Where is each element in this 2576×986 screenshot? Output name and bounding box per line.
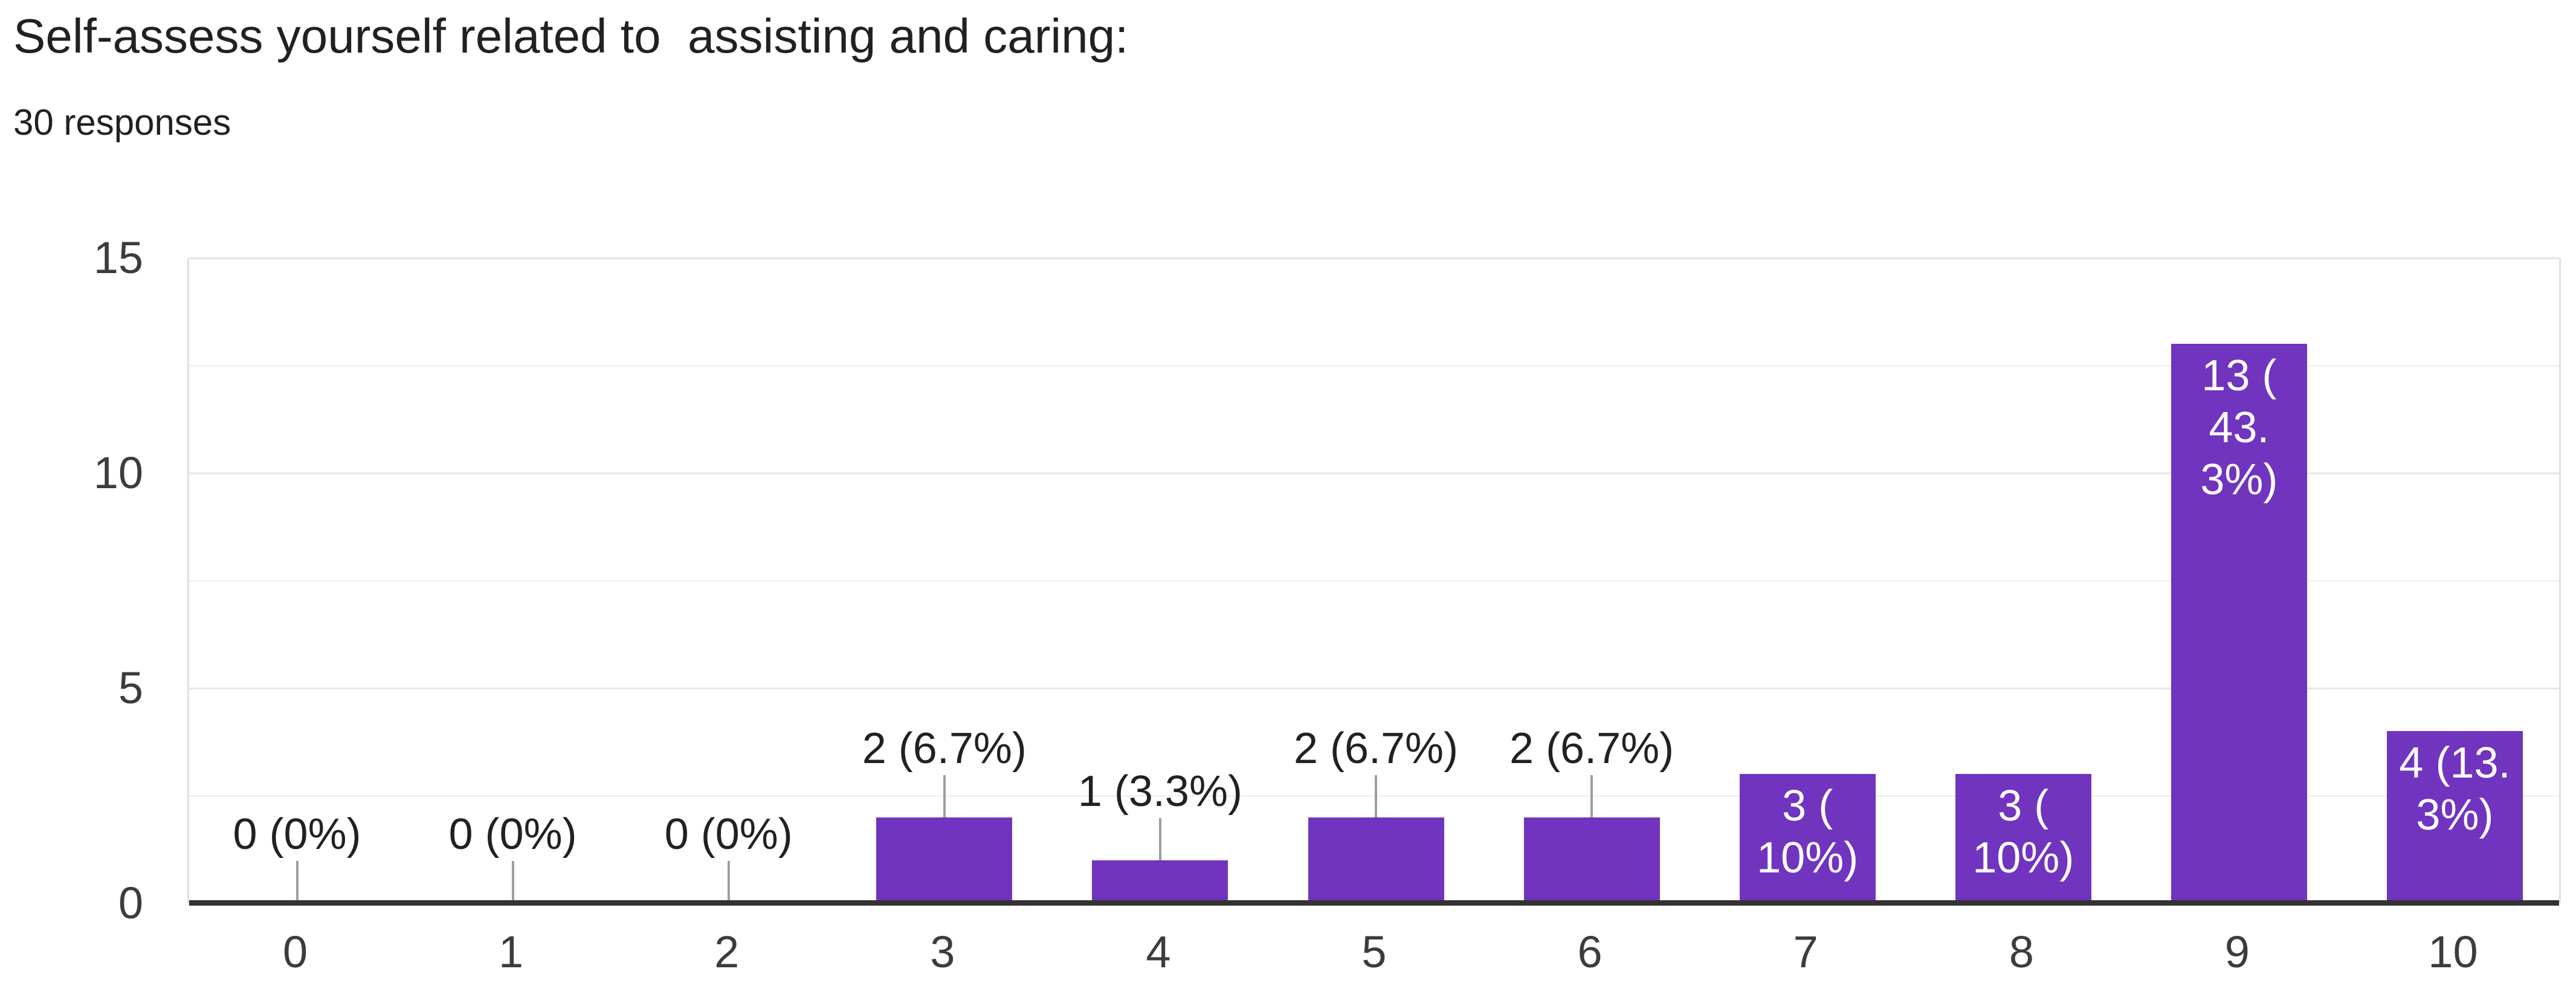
x-tick-label-9: 9 [2224, 927, 2250, 977]
bar-4[interactable] [1092, 860, 1228, 903]
bar-value-label: 13 (43. 3%) [2200, 352, 2278, 504]
y-tick-label-15: 15 [93, 233, 143, 283]
bar-value-label: 3 (10%) [1972, 782, 2074, 883]
bar-3[interactable] [876, 817, 1013, 903]
bar-value-label: 0 (0%) [448, 810, 577, 859]
x-tick-label-0: 0 [282, 927, 308, 977]
x-axis-baseline [189, 900, 2559, 906]
minor-gridline [189, 579, 2559, 582]
major-gridline [189, 257, 2559, 259]
annotation-stem [295, 861, 299, 903]
x-tick-label-2: 2 [714, 927, 740, 977]
response-count: 30 responses [13, 102, 231, 143]
annotation-stem [1590, 775, 1593, 817]
plot-area: 0 (0%) 0 (0%) 0 (0%) 2 (6.7%) 1 (3.3%) 2 (6.7… [187, 257, 2561, 906]
x-tick-label-10: 10 [2428, 927, 2478, 977]
bar-value-label: 3 (10%) [1757, 782, 1859, 883]
annotation-stem [511, 861, 514, 903]
bar-6[interactable] [1523, 817, 1660, 903]
bar-7[interactable] [1739, 774, 1876, 903]
chart-title: Self-assess yourself related to assistin… [13, 9, 1129, 63]
bar-9[interactable] [2171, 344, 2307, 903]
x-tick-label-7: 7 [1793, 927, 1818, 977]
bar-value-label: 4 (13. 3%) [2399, 739, 2511, 840]
annotation-stem [1375, 775, 1377, 817]
y-tick-label-10: 10 [93, 448, 143, 498]
bar-8[interactable] [1955, 774, 2091, 903]
bar-value-label: 0 (0%) [664, 810, 793, 859]
minor-gridline [189, 794, 2559, 797]
annotation-stem [943, 775, 946, 817]
annotation-stem [1158, 817, 1161, 860]
major-gridline [189, 687, 2559, 689]
bar-value-label: 2 (6.7%) [1293, 724, 1459, 773]
bar-value-label: 2 (6.7%) [1509, 724, 1674, 773]
x-tick-label-3: 3 [930, 927, 955, 977]
x-tick-label-4: 4 [1146, 927, 1171, 977]
y-tick-label-5: 5 [118, 663, 143, 713]
y-tick-label-0: 0 [118, 878, 143, 928]
minor-gridline [189, 364, 2559, 367]
annotation-stem [727, 861, 730, 903]
bar-5[interactable] [1308, 817, 1444, 903]
x-tick-label-6: 6 [1577, 927, 1603, 977]
bar-10[interactable] [2386, 731, 2523, 903]
bar-value-label: 0 (0%) [233, 810, 361, 859]
x-tick-label-5: 5 [1361, 927, 1387, 977]
x-tick-label-1: 1 [499, 927, 524, 977]
major-gridline [189, 472, 2559, 474]
x-tick-label-8: 8 [2009, 927, 2034, 977]
bar-value-label: 1 (3.3%) [1077, 767, 1242, 816]
bar-value-label: 2 (6.7%) [862, 724, 1027, 773]
